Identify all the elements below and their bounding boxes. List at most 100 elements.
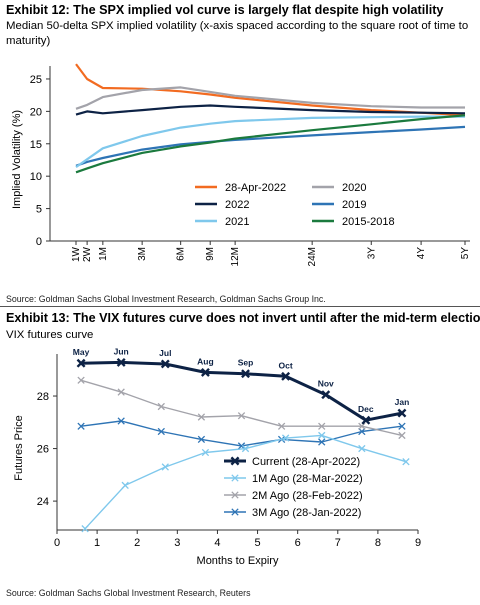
point-label: Jul xyxy=(159,348,171,358)
y-tick-label: 28 xyxy=(37,391,49,403)
data-point xyxy=(160,359,170,369)
data-point xyxy=(358,422,366,430)
data-point xyxy=(277,422,286,430)
data-point xyxy=(200,367,210,377)
x-tick-label: 3Y xyxy=(366,247,377,260)
y-tick-label: 10 xyxy=(30,171,42,183)
implied-vol-chart: 0 5 10 15 20 25 1W 2W 1M 3M 6M 9M 12M 24M 3Y 4Y 5Y Implie… xyxy=(11,63,471,266)
x-tick-label: 6M xyxy=(176,247,187,261)
legend-label: 28-Apr-2022 xyxy=(225,182,286,194)
y-tick-label: 0 xyxy=(36,236,42,248)
data-point xyxy=(281,371,291,381)
data-point xyxy=(318,438,326,446)
exhibit13-title: Exhibit 13: The VIX futures curve does n… xyxy=(6,311,480,325)
data-point xyxy=(241,369,250,379)
data-point xyxy=(237,412,246,420)
legend-label: 2020 xyxy=(342,182,366,194)
legend-label: Current (28-Apr-2022) xyxy=(252,456,360,468)
exhibit13-source: Source: Goldman Sachs Global Investment … xyxy=(6,588,251,598)
y-tick-label: 15 xyxy=(30,139,42,151)
data-point xyxy=(231,508,239,516)
data-point xyxy=(402,458,410,466)
data-point xyxy=(161,463,169,471)
point-label: Jan xyxy=(395,397,410,407)
point-label: May xyxy=(73,347,90,357)
x-tick-label: 2 xyxy=(134,537,140,549)
x-axis-label: Months to Expiry xyxy=(197,555,279,567)
y-axis-label: Implied Volatility (%) xyxy=(11,110,23,209)
data-point xyxy=(117,417,125,425)
data-point xyxy=(318,431,326,440)
y-tick-label: 25 xyxy=(30,74,42,86)
x-tick-label: 4Y xyxy=(416,247,427,260)
legend-label: 1M Ago (28-Mar-2022) xyxy=(252,473,363,485)
data-point xyxy=(231,474,239,482)
data-point xyxy=(116,357,126,367)
x-tick-label: 9 xyxy=(415,537,421,549)
x-tick-label: 0 xyxy=(54,537,60,549)
data-point xyxy=(201,448,210,457)
series-line-2022 xyxy=(75,104,466,116)
x-tick-label: 1M xyxy=(98,247,109,261)
x-tick-label: 8 xyxy=(375,537,381,549)
divider xyxy=(0,306,480,307)
legend-label: 2M Ago (28-Feb-2022) xyxy=(252,490,363,502)
point-label: Sep xyxy=(238,358,254,368)
point-label: Dec xyxy=(358,404,374,414)
exhibit13-subtitle: VIX futures curve xyxy=(6,329,94,341)
series-line-3m-ago-28-jan-2022- xyxy=(81,420,403,447)
x-tick-label: 24M xyxy=(307,247,318,266)
vix-futures-chart: 24 26 28 0 1 2 3 4 5 6 7 8 9 Months to Expiry Futures … xyxy=(13,346,421,567)
data-point xyxy=(77,376,85,384)
point-label: Jun xyxy=(114,346,129,356)
y-tick-label: 24 xyxy=(37,496,49,508)
series-line-2m-ago-28-feb-2022- xyxy=(80,379,403,437)
data-point xyxy=(231,491,239,499)
data-point xyxy=(237,442,246,450)
y-tick-label: 26 xyxy=(37,444,49,456)
x-tick-label: 5 xyxy=(254,537,260,549)
data-point xyxy=(197,435,206,444)
data-point xyxy=(77,422,85,430)
legend-label: 2021 xyxy=(225,216,249,228)
data-point xyxy=(398,422,406,430)
data-point xyxy=(318,422,326,430)
y-tick-label: 5 xyxy=(36,204,42,216)
data-point xyxy=(361,415,371,425)
x-tick-label: 3 xyxy=(174,537,180,549)
data-point xyxy=(241,444,250,453)
legend-label: 2019 xyxy=(342,199,366,211)
legend-label: 2015-2018 xyxy=(342,216,395,228)
data-point xyxy=(157,427,165,436)
x-tick-label: 1W xyxy=(71,246,82,262)
x-tick-label: 6 xyxy=(295,537,301,549)
data-point xyxy=(197,413,206,421)
data-point xyxy=(397,408,407,418)
series-line-2015-2018 xyxy=(75,114,466,174)
x-tick-label: 1 xyxy=(94,537,100,549)
data-point xyxy=(321,390,331,400)
data-point xyxy=(157,402,165,411)
x-tick-label: 12M xyxy=(230,247,241,266)
y-axis-label: Futures Price xyxy=(13,415,25,480)
x-tick-label: 4 xyxy=(214,537,220,549)
y-tick-label: 20 xyxy=(30,106,42,118)
legend-label: 2022 xyxy=(225,199,249,211)
x-tick-label: 2W xyxy=(82,246,93,262)
series-line-2020 xyxy=(75,86,465,110)
exhibit12-title: Exhibit 12: The SPX implied vol curve is… xyxy=(6,3,444,17)
data-point xyxy=(117,388,125,396)
exhibit12-source: Source: Goldman Sachs Global Investment … xyxy=(6,294,326,304)
x-tick-label: 9M xyxy=(205,247,216,261)
data-point xyxy=(358,427,366,436)
exhibit12-subtitle: Median 50-delta SPX implied volatility (… xyxy=(6,20,469,47)
series-line-2021 xyxy=(75,115,465,169)
series-line-28-apr-2022 xyxy=(75,63,466,117)
point-label: Oct xyxy=(279,360,293,370)
point-label: Aug xyxy=(197,356,214,366)
data-point xyxy=(81,525,89,533)
data-point xyxy=(76,358,86,368)
series-line-2019 xyxy=(75,125,466,167)
x-tick-label: 3M xyxy=(137,247,148,261)
legend-label: 3M Ago (28-Jan-2022) xyxy=(252,507,361,519)
